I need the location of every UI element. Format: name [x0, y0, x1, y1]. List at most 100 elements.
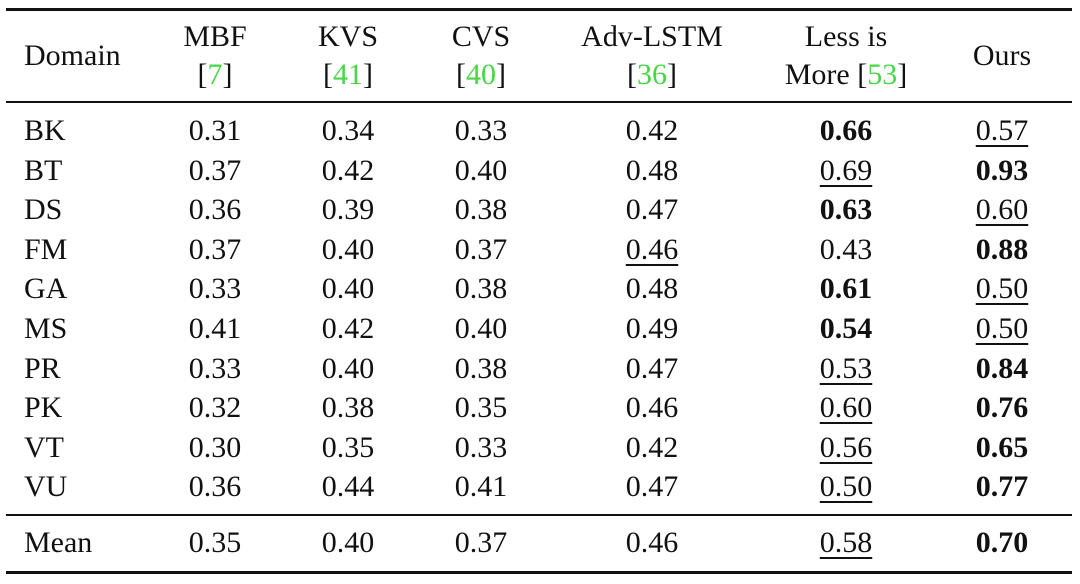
body-cell: VT — [24, 430, 64, 466]
cell-text: GA — [24, 272, 68, 306]
cell-text: 0.76 — [975, 391, 1029, 425]
cell-text: 0.37 — [454, 232, 508, 266]
cell-text: 0.30 — [188, 430, 242, 464]
cell-text: 0.77 — [975, 470, 1029, 504]
cell-text: 0.60 — [975, 193, 1029, 227]
body-cell: GA — [24, 271, 67, 307]
body-cell: 0.44 — [322, 469, 375, 505]
header-text: KVS — [317, 20, 379, 53]
cell-text: 0.65 — [975, 430, 1029, 464]
body-cell: 0.38 — [455, 351, 508, 387]
body-cell: 0.50 — [820, 469, 873, 505]
cell-text: 0.42 — [321, 312, 375, 345]
cell-text: 0.40 — [454, 312, 508, 345]
cell-text: 0.46 — [625, 526, 679, 559]
body-cell: 0.33 — [455, 113, 508, 149]
body-cell: VU — [24, 469, 67, 505]
cell-text: BK — [24, 114, 66, 147]
body-cell: 0.76 — [976, 390, 1029, 426]
header-text: CVS — [451, 20, 511, 53]
body-cell: 0.41 — [189, 311, 242, 347]
cell-text: 0.41 — [188, 312, 242, 345]
cell-text: 0.88 — [975, 232, 1029, 266]
body-cell: 0.84 — [976, 351, 1029, 387]
header-cell: [36] — [627, 57, 677, 93]
cell-text: MS — [24, 312, 68, 345]
cell-text: 0.33 — [188, 351, 242, 385]
cell-text: 0.50 — [975, 312, 1029, 345]
cell-text: 0.46 — [625, 391, 679, 425]
header-cell: MBF — [183, 19, 246, 55]
body-cell: 0.37 — [455, 232, 508, 268]
cell-text: 0.63 — [819, 193, 873, 227]
header-text: [ — [627, 58, 637, 91]
body-cell: 0.35 — [455, 390, 508, 426]
body-cell: 0.37 — [189, 153, 242, 189]
body-cell: 0.57 — [976, 113, 1029, 149]
cell-text: 0.41 — [454, 470, 508, 504]
header-text: ] — [667, 58, 677, 91]
body-cell: 0.46 — [626, 390, 679, 426]
header-text: [ — [323, 58, 333, 91]
body-cell: 0.48 — [626, 271, 679, 307]
footer-cell: 0.46 — [626, 525, 679, 561]
cell-text: 0.57 — [975, 114, 1029, 147]
citation: 36 — [637, 58, 667, 91]
body-cell: 0.47 — [626, 351, 679, 387]
cell-text: 0.50 — [975, 272, 1029, 306]
body-cell: 0.47 — [626, 192, 679, 228]
cell-text: 0.48 — [625, 272, 679, 306]
body-cell: 0.37 — [189, 232, 242, 268]
bottom-rule — [6, 571, 1072, 574]
cell-text: 0.38 — [454, 272, 508, 306]
cell-text: 0.36 — [188, 193, 242, 227]
citation: 41 — [333, 58, 363, 91]
body-cell: 0.32 — [189, 390, 242, 426]
cell-text: 0.58 — [819, 526, 873, 559]
footer-cell: 0.37 — [455, 525, 508, 561]
cell-text: 0.39 — [321, 193, 375, 227]
footer-cell: 0.35 — [189, 525, 242, 561]
header-cell: Ours — [973, 38, 1031, 74]
cell-text: 0.47 — [625, 193, 679, 227]
cell-text: 0.32 — [188, 391, 242, 425]
cell-text: 0.37 — [454, 526, 508, 559]
cell-text: 0.40 — [321, 351, 375, 385]
cell-text: Mean — [24, 526, 93, 559]
body-cell: 0.40 — [322, 351, 375, 387]
header-cell: [40] — [456, 57, 506, 93]
cell-text: 0.40 — [321, 526, 375, 559]
header-cell: Adv-LSTM — [581, 19, 723, 55]
body-cell: 0.42 — [626, 430, 679, 466]
body-cell: 0.30 — [189, 430, 242, 466]
cell-text: 0.42 — [321, 153, 375, 187]
body-cell: BT — [24, 153, 62, 189]
body-cell: 0.42 — [322, 153, 375, 189]
cell-text: 0.34 — [321, 114, 375, 147]
body-cell: 0.42 — [626, 113, 679, 149]
cell-text: 0.49 — [625, 312, 679, 345]
cell-text: FM — [24, 232, 68, 266]
cell-text: 0.36 — [188, 470, 242, 504]
body-cell: MS — [24, 311, 67, 347]
cell-text: 0.40 — [454, 153, 508, 187]
cell-text: 0.44 — [321, 470, 375, 504]
body-cell: 0.48 — [626, 153, 679, 189]
cell-text: 0.48 — [625, 153, 679, 187]
cell-text: 0.53 — [819, 351, 873, 385]
cell-text: 0.37 — [188, 153, 242, 187]
body-cell: 0.33 — [455, 430, 508, 466]
cell-text: 0.31 — [188, 114, 242, 147]
header-cell: [41] — [323, 57, 373, 93]
cell-text: 0.93 — [975, 153, 1029, 187]
body-cell: 0.42 — [322, 311, 375, 347]
body-cell: 0.40 — [455, 153, 508, 189]
body-cell: 0.31 — [189, 113, 242, 149]
header-cell: Domain — [24, 38, 121, 74]
body-cell: PR — [24, 351, 61, 387]
body-cell: 0.53 — [820, 351, 873, 387]
top-rule — [6, 8, 1072, 11]
body-cell: 0.35 — [322, 430, 375, 466]
header-cell: CVS — [452, 19, 510, 55]
header-text: MBF — [183, 20, 247, 53]
